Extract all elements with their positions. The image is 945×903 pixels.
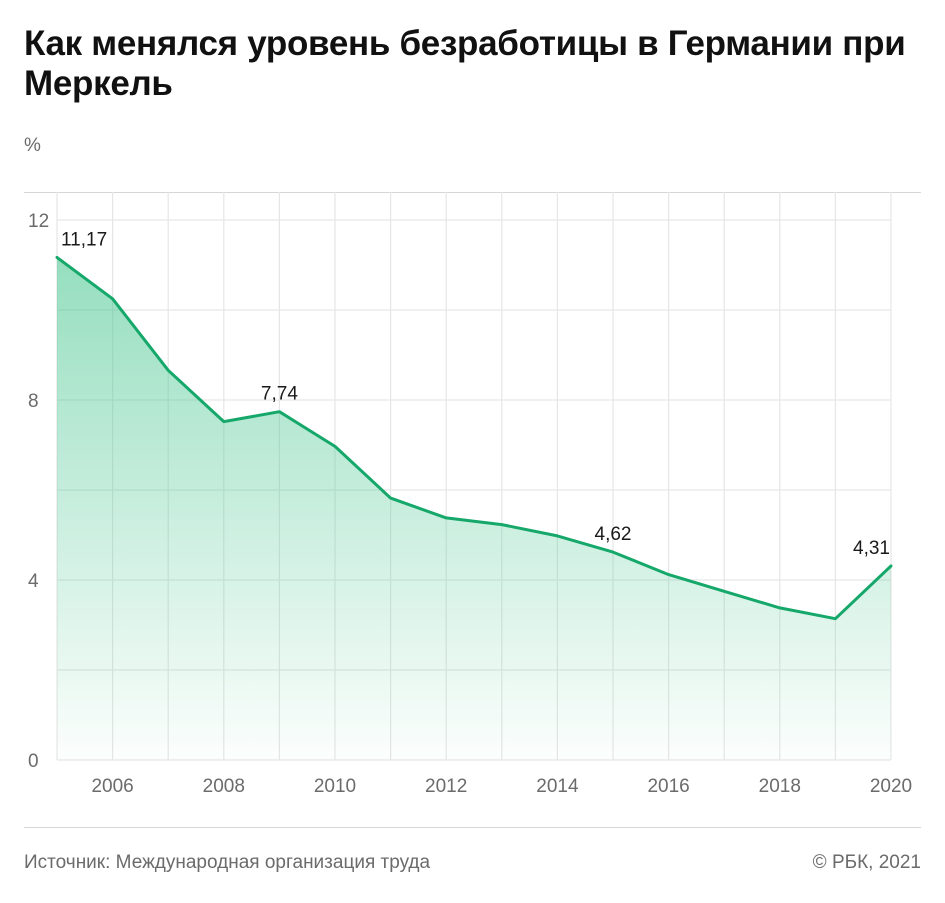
data-label: 7,74 — [261, 384, 298, 405]
x-tick-label: 2014 — [536, 776, 579, 797]
x-tick-label: 2018 — [759, 776, 801, 797]
y-tick-label: 12 — [28, 211, 49, 232]
x-axis-ticks: 2006 2008 2010 2012 2014 2016 2018 2020 — [91, 776, 912, 797]
series-line-group — [55, 255, 893, 621]
x-tick-label: 2020 — [870, 776, 912, 797]
y-tick-label: 4 — [28, 571, 39, 592]
x-tick-label: 2006 — [91, 776, 133, 797]
chart-title: Как менялся уровень безработицы в Герман… — [24, 24, 906, 103]
x-tick-label: 2008 — [203, 776, 245, 797]
x-tick-label: 2016 — [647, 776, 689, 797]
y-tick-label: 8 — [28, 391, 39, 412]
top-divider — [24, 192, 921, 193]
data-label: 4,31 — [853, 538, 890, 559]
data-label: 11,17 — [61, 229, 107, 250]
y-axis-ticks: 0 4 8 12 — [28, 211, 49, 772]
x-tick-label: 2012 — [425, 776, 467, 797]
y-axis-unit: % — [24, 135, 41, 156]
copyright-note: © РБК, 2021 — [812, 852, 921, 873]
series-line — [55, 255, 893, 621]
data-label: 4,62 — [595, 524, 632, 545]
y-tick-label: 0 — [28, 751, 39, 772]
bottom-divider — [24, 827, 921, 828]
source-note: Источник: Международная организация труд… — [24, 852, 431, 873]
area-fill-group — [57, 257, 891, 760]
area-fill — [57, 257, 891, 760]
x-tick-label: 2010 — [314, 776, 356, 797]
data-labels: 11,17 7,74 4,62 4,31 — [61, 229, 890, 559]
